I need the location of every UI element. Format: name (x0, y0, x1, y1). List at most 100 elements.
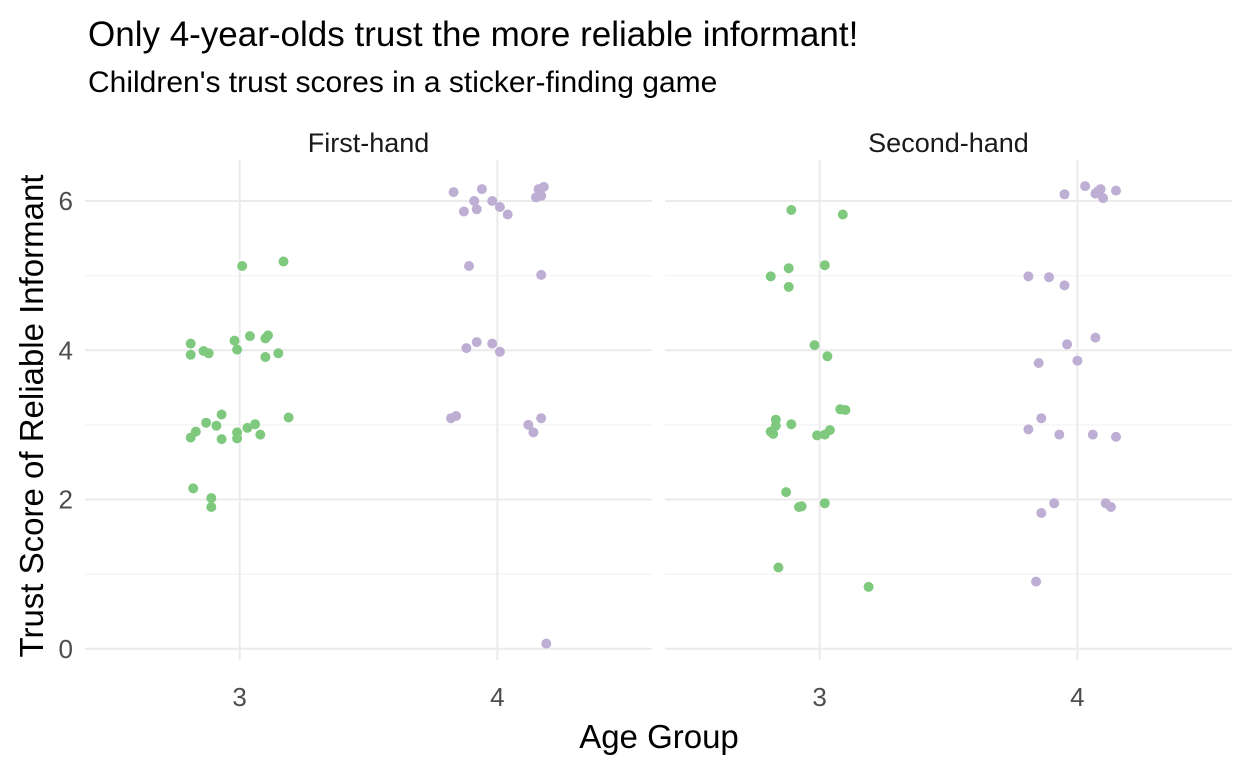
data-point (476, 184, 487, 195)
chart-title: Only 4-year-olds trust the more reliable… (88, 15, 858, 54)
data-point (502, 209, 513, 220)
data-point (461, 343, 472, 354)
data-point (255, 429, 266, 440)
x-tick-label: 3 (232, 682, 246, 712)
data-point (451, 411, 462, 421)
x-tick-label: 3 (812, 682, 826, 712)
data-point (1033, 358, 1044, 368)
data-point (1111, 185, 1121, 196)
data-point (1111, 431, 1121, 442)
data-point (1044, 272, 1054, 283)
data-point (1062, 339, 1073, 350)
data-point (487, 338, 498, 349)
data-point (260, 352, 271, 362)
data-point (1090, 332, 1101, 343)
data-point (458, 206, 469, 217)
data-point (216, 409, 227, 420)
data-point (783, 281, 794, 292)
facet-panels: 3 4 First-hand 3 4 Second-hand (85, 128, 1232, 712)
data-point (1054, 429, 1065, 440)
data-point (796, 501, 807, 512)
data-point (464, 261, 474, 271)
y-tick-label: 0 (59, 634, 73, 664)
data-point (786, 419, 797, 430)
data-point (819, 498, 830, 509)
data-point (538, 181, 549, 192)
data-point (190, 426, 201, 437)
data-point (206, 493, 217, 504)
data-point (773, 562, 784, 573)
data-point (201, 417, 212, 428)
data-point (232, 344, 243, 355)
data-point (273, 348, 284, 359)
facet-strip-label: Second-hand (868, 128, 1029, 158)
y-tick-label: 4 (59, 335, 73, 365)
facet-panel: 3 4 First-hand (85, 128, 652, 712)
data-point (768, 428, 779, 439)
data-point (471, 337, 482, 348)
data-point (487, 196, 498, 206)
data-point (1072, 355, 1083, 366)
data-point (1095, 184, 1106, 195)
data-point (541, 638, 552, 649)
data-point (812, 430, 823, 441)
x-tick-label: 4 (490, 682, 504, 712)
data-point (837, 209, 848, 220)
data-point (263, 330, 273, 341)
data-point (283, 412, 294, 423)
data-point (1059, 189, 1070, 200)
y-axis-ticks: 0 2 4 6 (59, 186, 73, 664)
data-point (1080, 181, 1091, 192)
data-point (244, 331, 255, 342)
data-point (536, 413, 547, 424)
data-point (536, 190, 547, 201)
data-point (494, 346, 505, 357)
y-tick-label: 6 (59, 186, 73, 216)
data-point (185, 338, 196, 349)
data-point (237, 261, 248, 271)
data-point (786, 205, 797, 215)
data-point (229, 335, 240, 346)
data-point (188, 483, 199, 494)
data-point (448, 187, 459, 198)
data-point (819, 260, 830, 271)
data-point (809, 340, 820, 351)
x-tick-label: 4 (1070, 682, 1084, 712)
data-point (1098, 193, 1109, 204)
data-point (528, 427, 539, 438)
data-point (242, 422, 253, 433)
data-point (216, 434, 227, 445)
data-point (822, 351, 833, 362)
data-point (824, 425, 835, 436)
data-point (1087, 429, 1098, 440)
data-point (840, 405, 851, 415)
data-point (1036, 413, 1047, 424)
data-point (770, 420, 781, 431)
data-point (1059, 280, 1070, 291)
y-tick-label: 2 (59, 485, 73, 515)
facet-strip-label: First-hand (308, 128, 430, 158)
data-point (494, 202, 505, 212)
data-point (781, 487, 792, 498)
chart-subtitle: Children's trust scores in a sticker-fin… (88, 66, 717, 99)
data-point (1023, 424, 1034, 435)
data-point (206, 502, 217, 512)
data-point (469, 196, 480, 206)
data-point (232, 427, 243, 438)
data-point (250, 419, 261, 430)
data-point (1049, 498, 1060, 509)
data-point (278, 256, 289, 267)
data-point (1023, 271, 1034, 282)
data-point (523, 419, 534, 430)
data-point (203, 348, 214, 359)
data-point (536, 269, 547, 280)
data-point (1105, 502, 1116, 512)
data-point (471, 204, 482, 215)
y-axis-label: Trust Score of Reliable Informant (13, 175, 50, 658)
data-point (765, 271, 776, 282)
data-point (1031, 576, 1042, 587)
data-point (863, 581, 874, 592)
x-axis-label: Age Group (579, 718, 739, 755)
facet-panel: 3 4 Second-hand (665, 128, 1232, 712)
